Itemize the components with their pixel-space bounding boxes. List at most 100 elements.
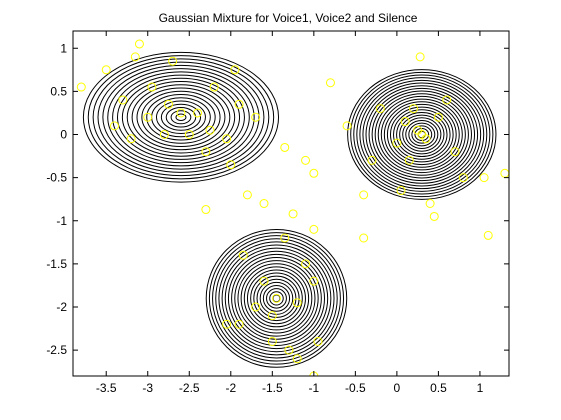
data-point [313, 337, 323, 346]
plot-area [73, 31, 509, 376]
data-point [251, 112, 261, 122]
data-point [442, 95, 452, 105]
contour-2-level-13 [380, 98, 463, 171]
data-point [280, 142, 290, 152]
contour-2-level-12 [383, 101, 460, 168]
contour-3-level-7 [253, 275, 300, 322]
data-point [413, 125, 423, 135]
contour-3-level-11 [240, 263, 313, 334]
data-point [222, 134, 232, 144]
contour-2-level-7 [399, 114, 445, 155]
data-point [271, 293, 281, 303]
x-tick-label: 0.5 [430, 381, 447, 395]
contour-3-level-13 [234, 256, 319, 340]
data-point [267, 337, 277, 346]
contour-2-level-15 [374, 93, 469, 176]
x-tick-label: 1 [477, 381, 484, 395]
x-tick-label: -1.5 [262, 381, 283, 395]
data-point [76, 82, 86, 92]
contour-1-level-20 [82, 51, 280, 183]
x-tick-label: -0.5 [345, 381, 366, 395]
contour-1-level-14 [112, 71, 250, 164]
data-point [242, 190, 252, 200]
data-point [400, 117, 410, 127]
axis-ticks [73, 31, 509, 376]
data-point [259, 199, 269, 208]
contour-2-level-3 [411, 125, 433, 144]
contour-1-level-1 [175, 113, 187, 122]
x-tick-label: -2 [225, 381, 236, 395]
data-point [226, 160, 236, 170]
data-point [230, 65, 240, 75]
data-point [118, 95, 128, 105]
axis-tick-labels: -3.5 -3 -2.5 -2 -1.5 -1 -0.5 0 0.5 1 1 0.5 0 -0.5 -1 -1… [46, 41, 483, 395]
data-point [159, 130, 169, 139]
contour-3-level-19 [215, 238, 338, 359]
contour-3-level-17 [221, 244, 332, 353]
data-point [143, 112, 153, 122]
contour-3-level-8 [250, 272, 303, 325]
data-point [392, 138, 402, 148]
contour-2-level-9 [393, 109, 451, 160]
data-point [130, 52, 140, 62]
contour-3-level-12 [237, 260, 316, 337]
data-point [433, 112, 443, 122]
data-point [209, 82, 219, 92]
contour-1-level-8 [141, 90, 221, 144]
contour-2-level-16 [371, 90, 472, 179]
data-point [450, 147, 460, 157]
contour-3-level-20 [212, 235, 341, 362]
data-point [325, 78, 335, 88]
contour-3-level-16 [224, 247, 329, 350]
data-point [147, 82, 157, 92]
contour-2-level-4 [408, 122, 436, 147]
data-point [201, 205, 211, 215]
data-point [415, 52, 425, 62]
data-point [375, 104, 385, 114]
contour-1-level-3 [165, 106, 197, 128]
data-point [359, 233, 369, 243]
y-tick-label: -1 [56, 214, 67, 228]
x-tick-label: 0 [394, 381, 401, 395]
contour-1-level-17 [97, 61, 265, 173]
y-tick-label: -2.5 [46, 343, 67, 357]
data-point [164, 99, 173, 109]
contour-2-level-8 [396, 111, 448, 158]
data-point [409, 104, 418, 114]
contour-1-level-2 [170, 110, 192, 125]
contour-2-level-11 [386, 103, 457, 166]
data-point [404, 155, 414, 165]
contour-3-level-9 [246, 269, 306, 328]
contour-2-level-24 [347, 69, 497, 200]
y-tick-label: -0.5 [46, 171, 67, 185]
data-point [238, 250, 248, 260]
y-tick-label: 0 [60, 128, 67, 142]
contour-1-level-10 [131, 84, 231, 151]
contour-3-level-6 [256, 278, 297, 318]
contour-2-level-17 [368, 87, 476, 182]
contour-3-level-3 [266, 288, 287, 309]
contour-1-level-7 [146, 94, 216, 141]
scatter-points [76, 39, 509, 376]
x-tick-label: -3.5 [96, 381, 117, 395]
contour-3-level-10 [243, 266, 310, 331]
contour-1-level-18 [92, 58, 270, 177]
data-point [309, 276, 319, 286]
y-tick-label: -1.5 [46, 257, 67, 271]
contour-2-level-14 [377, 95, 466, 174]
contour-1-level-15 [107, 68, 255, 167]
data-point [429, 211, 439, 221]
y-tick-label: 0.5 [50, 84, 67, 98]
contour-3-level-21 [208, 232, 345, 365]
data-point [288, 209, 298, 219]
data-point [234, 319, 244, 329]
contour-1-level-5 [155, 100, 206, 135]
contour-1-level-16 [102, 64, 260, 170]
contour-2-level-18 [365, 85, 479, 184]
contour-1-level-11 [126, 81, 236, 154]
data-point [367, 155, 377, 165]
contour-2-level-5 [405, 119, 439, 150]
x-tick-label: -1 [309, 381, 320, 395]
data-point [193, 108, 203, 118]
data-point [234, 99, 244, 109]
